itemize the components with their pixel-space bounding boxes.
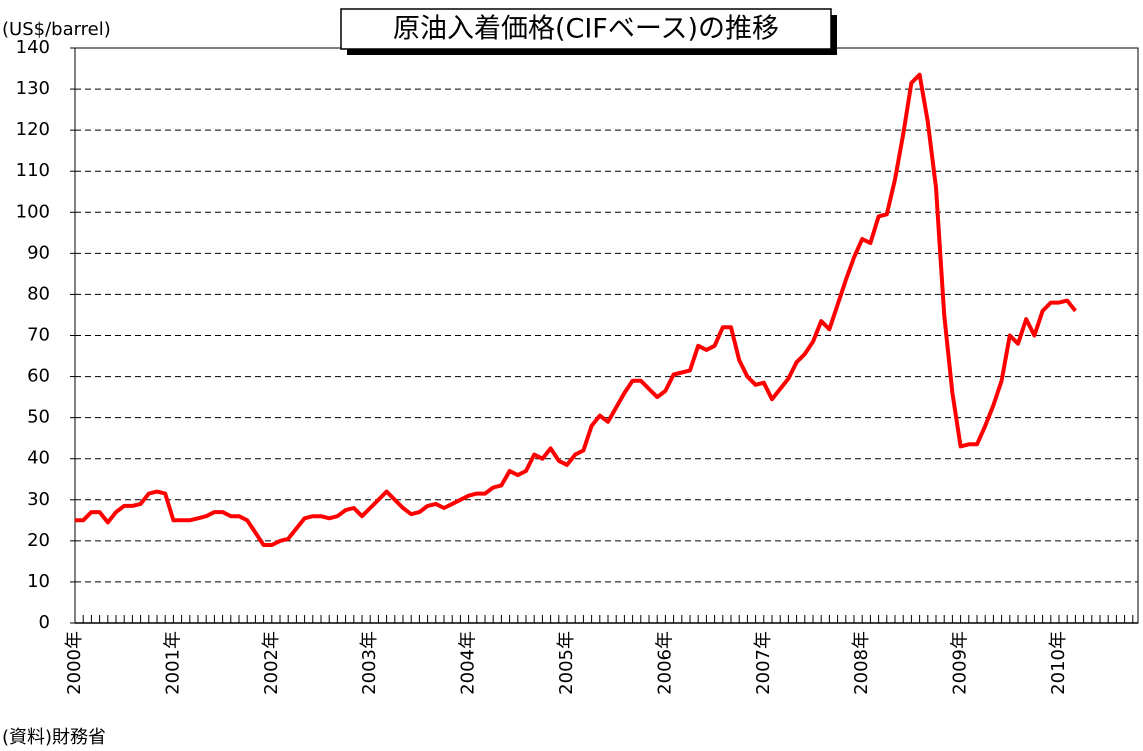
- y-tick-label: 40: [27, 448, 50, 469]
- x-tick-label: 2004年: [458, 631, 479, 695]
- y-tick-label: 100: [16, 201, 50, 222]
- x-tick-label: 2007年: [753, 631, 774, 695]
- y-tick-label: 0: [39, 612, 50, 633]
- y-tick-label: 60: [27, 366, 50, 387]
- source-note: (資料)財務省: [2, 727, 106, 748]
- y-tick-label: 90: [27, 242, 50, 263]
- y-tick-label: 120: [16, 119, 50, 140]
- y-tick-label: 110: [16, 160, 50, 181]
- x-tick-label: 2008年: [851, 631, 872, 695]
- y-axis-label: (US$/barrel): [2, 19, 111, 40]
- data-line: [75, 72, 1077, 547]
- y-tick-label: 80: [27, 283, 50, 304]
- title-box: [340, 8, 832, 50]
- chart-title: 原油入着価格(CIFベース)の推移: [393, 14, 779, 45]
- x-tick-label: 2010年: [1048, 631, 1069, 695]
- x-tick-label: 2002年: [261, 631, 282, 695]
- x-tick-label: 2000年: [64, 631, 85, 695]
- y-tick-label: 130: [16, 78, 50, 99]
- y-tick-label: 20: [27, 530, 50, 551]
- x-tick-label: 2009年: [950, 631, 971, 695]
- x-tick-label: 2006年: [654, 631, 675, 695]
- x-tick-label: 2003年: [359, 631, 380, 695]
- y-tick-label: 70: [27, 325, 50, 346]
- x-tick-label: 2005年: [556, 631, 577, 695]
- y-tick-label: 10: [27, 571, 50, 592]
- y-tick-label: 140: [16, 37, 50, 58]
- y-tick-label: 50: [27, 407, 50, 428]
- y-tick-label: 30: [27, 489, 50, 510]
- x-tick-label: 2001年: [162, 631, 183, 695]
